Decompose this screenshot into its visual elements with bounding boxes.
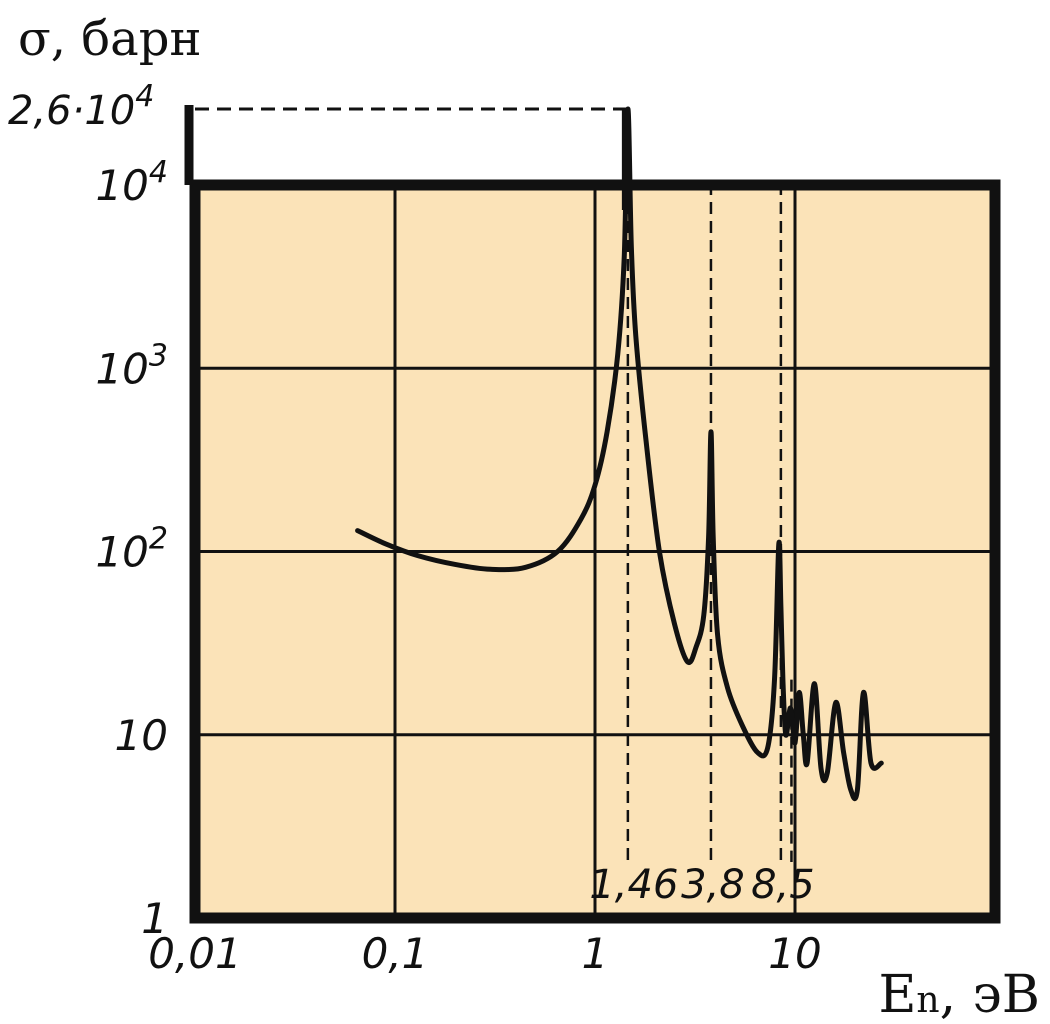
y-tick-label: 102 <box>95 522 168 577</box>
peak-dashed-line <box>195 107 630 185</box>
x-tick-label: 1 <box>582 929 609 978</box>
x-tick-label: 0,01 <box>148 929 242 978</box>
x-tick-label: 10 <box>768 929 821 978</box>
y-tick-label: 103 <box>95 338 168 393</box>
resonance-label: 1,46 <box>589 862 678 908</box>
y-tick-label: 10 <box>115 711 168 760</box>
resonance-label: 3,8 <box>681 862 745 908</box>
y-tick-label: 104 <box>95 155 168 210</box>
x-tick-label: 0,1 <box>362 929 429 978</box>
plot-frame <box>189 179 1001 924</box>
peak-value-label: 2,6·104 <box>8 79 154 134</box>
resonance-label: 8,5 <box>751 862 815 908</box>
y-tick-label: 1 <box>141 894 168 943</box>
x-axis-title: En, эВ <box>878 965 1040 1024</box>
y-axis-title: σ, барн <box>18 11 202 67</box>
cross-section-curve <box>355 106 884 802</box>
